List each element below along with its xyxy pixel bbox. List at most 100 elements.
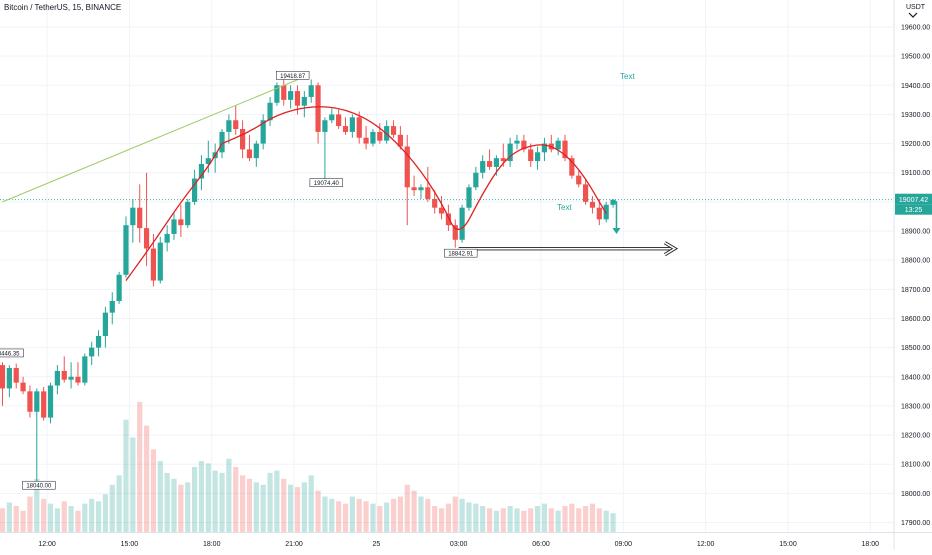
candle-up (507, 143, 513, 162)
volume-bar (452, 496, 458, 532)
volume-bar (301, 482, 307, 532)
volume-bar (205, 463, 211, 532)
volume-bar (185, 482, 191, 532)
volume-bar (349, 496, 355, 532)
volume-bar (438, 508, 445, 532)
volume-bar (329, 498, 335, 532)
volume-bar (13, 506, 19, 532)
countdown-value: 13:25 (905, 207, 923, 214)
volume-bar (75, 510, 81, 532)
candle-down (240, 129, 246, 150)
volume-bar (130, 437, 136, 532)
pattern-low-label-box (444, 248, 478, 258)
price-tick-label: 18200.00 (901, 433, 930, 440)
target-arrowhead (664, 241, 677, 256)
candle-down (589, 201, 596, 208)
volume-bar (308, 475, 314, 532)
chevron-down-icon[interactable] (908, 12, 918, 18)
volume-bar (260, 484, 266, 532)
price-tick-label: 19500.00 (901, 54, 930, 61)
volume-bar (336, 501, 342, 532)
candle-up (47, 385, 54, 418)
volume-bar (116, 475, 122, 532)
candle-up (54, 370, 60, 386)
candle-down (445, 213, 451, 226)
candle-up (288, 91, 294, 100)
currency-label[interactable]: USDT (906, 4, 926, 11)
volume-bar (54, 508, 60, 532)
candle-down (377, 131, 383, 141)
candle-down (0, 365, 6, 389)
candle-down (336, 114, 342, 127)
candle-up (164, 233, 170, 243)
volume-bar (226, 458, 232, 532)
volume-bar (41, 498, 47, 532)
volume-bar (246, 478, 253, 532)
candle-down (13, 368, 19, 383)
volume-bar (274, 470, 280, 532)
current-price-value: 19007.42 (899, 197, 928, 204)
candle-down (521, 140, 527, 150)
candle-up (191, 178, 198, 202)
candle-down (404, 146, 410, 188)
pullback-low-label-box (309, 178, 343, 187)
volume-bar (191, 467, 198, 532)
time-tick-label: 03:00 (450, 541, 468, 548)
volume-bar (548, 508, 554, 532)
candle-up (555, 140, 561, 150)
candle-down (342, 126, 349, 132)
candle-up (514, 140, 520, 144)
candle-down (390, 126, 397, 135)
volume-bar (61, 501, 67, 532)
volume-bar (288, 484, 294, 532)
volume-bar (6, 502, 12, 532)
candle-up (534, 152, 541, 162)
volume-bar (82, 503, 88, 532)
candle-up (171, 219, 177, 234)
drawing-layer: 19418.87 19074.40 18842.91 18446.35 18040.00… (0, 71, 894, 490)
volume-bar (27, 496, 33, 532)
candle-up (68, 376, 74, 380)
volume-bar (521, 510, 527, 532)
candle-up (459, 207, 465, 240)
candle-down (27, 391, 33, 412)
small-arrow-shaft (612, 201, 618, 229)
volume-bar (473, 503, 479, 532)
candle-down (75, 376, 81, 383)
volume-bar (123, 419, 129, 532)
candle-down (61, 370, 67, 380)
volume-bar (404, 484, 410, 532)
time-tick-label: 15:00 (121, 541, 139, 548)
candle-down (569, 158, 575, 176)
volume-bar (569, 503, 575, 532)
volume-bar (480, 506, 486, 532)
volume-bar (253, 482, 259, 532)
volume-bar (432, 506, 438, 532)
volume-bar (486, 508, 493, 532)
candle-up (226, 120, 232, 132)
volume-bar (356, 498, 362, 532)
candle-down (432, 198, 438, 208)
volume-bar (576, 508, 582, 532)
candle-up (82, 356, 88, 383)
volume-bar (322, 496, 328, 532)
volume-bar (555, 510, 561, 532)
candle-up (130, 207, 136, 226)
volume-bar (534, 506, 541, 532)
candle-up (198, 163, 205, 179)
volume-bar (198, 461, 205, 532)
price-tick-label: 18700.00 (901, 287, 930, 294)
volume-bar (528, 508, 534, 532)
candle-down (363, 137, 369, 144)
volume-bar (493, 510, 500, 532)
left-low-label: 18040.00 (26, 484, 52, 490)
volume-bar (315, 490, 321, 532)
price-tick-label: 19200.00 (901, 141, 930, 148)
candle-up (274, 85, 280, 103)
candle-down (500, 158, 506, 162)
candle-down (397, 134, 403, 147)
volume-bar (281, 478, 287, 532)
symbol-title[interactable]: Bitcoin / TetherUS, 15, BINANCE (4, 3, 122, 12)
